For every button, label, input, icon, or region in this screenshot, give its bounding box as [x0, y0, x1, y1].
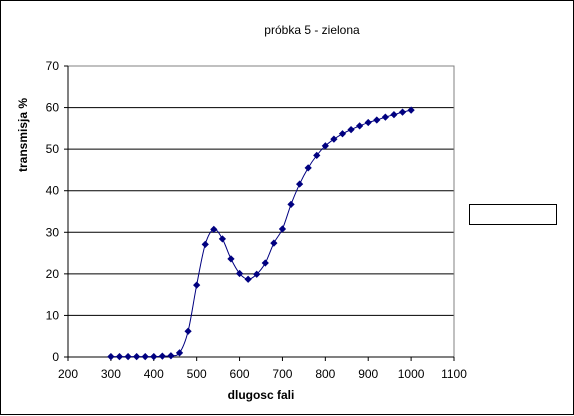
data-point	[141, 352, 149, 361]
data-point	[175, 349, 184, 357]
x-tick-label: 200	[58, 367, 78, 381]
x-tick-label: 1100	[441, 367, 467, 381]
x-tick-label: 800	[315, 367, 335, 381]
x-tick-label: 300	[101, 367, 121, 381]
y-tick-label: 10	[46, 308, 60, 322]
data-point	[150, 352, 158, 361]
data-point	[321, 142, 329, 150]
data-point	[407, 106, 415, 114]
y-tick-label: 20	[46, 267, 60, 281]
x-tick-label: 400	[144, 367, 164, 381]
data-point	[158, 352, 166, 360]
data-series	[107, 106, 415, 361]
data-point	[184, 327, 192, 335]
chart-title: próbka 5 - zielona	[264, 23, 360, 37]
x-tick-label: 900	[358, 367, 378, 381]
x-tick-label: 700	[272, 367, 292, 381]
data-point	[201, 240, 209, 248]
data-point	[235, 269, 244, 278]
data-point	[313, 151, 321, 160]
data-point	[381, 113, 390, 121]
plot-area	[67, 65, 455, 358]
series-line	[110, 109, 412, 358]
data-point	[398, 108, 407, 116]
data-point	[107, 352, 115, 361]
y-tick-label: 40	[46, 184, 60, 198]
data-point	[132, 352, 141, 361]
data-point	[124, 352, 132, 361]
x-tick-label: 1000	[398, 367, 425, 381]
data-point	[253, 270, 261, 278]
data-point	[373, 116, 381, 124]
data-point	[347, 125, 355, 134]
x-tick-labels: 200 300 400 500 600 700 800 900 1000 1100	[58, 367, 467, 381]
axes	[64, 65, 455, 361]
y-axis-label: transmisja %	[16, 98, 30, 172]
data-point	[270, 239, 278, 247]
data-point	[261, 259, 269, 267]
y-tick-label: 30	[46, 225, 60, 239]
data-point	[304, 164, 312, 172]
data-point	[330, 135, 338, 143]
data-point	[356, 122, 364, 130]
legend	[469, 204, 557, 225]
data-point	[218, 235, 227, 243]
y-tick-labels: 0 10 20 30 40 50 60 70	[46, 59, 60, 364]
data-point	[390, 111, 398, 119]
data-point	[244, 275, 252, 283]
data-point	[364, 118, 372, 127]
x-axis-label: dlugosc fali	[228, 388, 295, 402]
gridlines	[68, 65, 454, 316]
data-point	[278, 225, 287, 233]
data-point	[227, 255, 235, 263]
data-point	[193, 281, 201, 289]
data-point	[115, 352, 124, 361]
x-tick-label: 500	[187, 367, 207, 381]
y-tick-label: 50	[46, 142, 60, 156]
y-tick-label: 60	[46, 101, 60, 115]
data-point	[338, 130, 347, 138]
x-tick-label: 600	[230, 367, 250, 381]
data-point	[210, 225, 218, 233]
data-point	[167, 352, 175, 360]
y-tick-label: 70	[46, 59, 60, 73]
data-point	[295, 180, 304, 188]
y-tick-label: 0	[52, 350, 59, 364]
data-point	[287, 200, 295, 209]
